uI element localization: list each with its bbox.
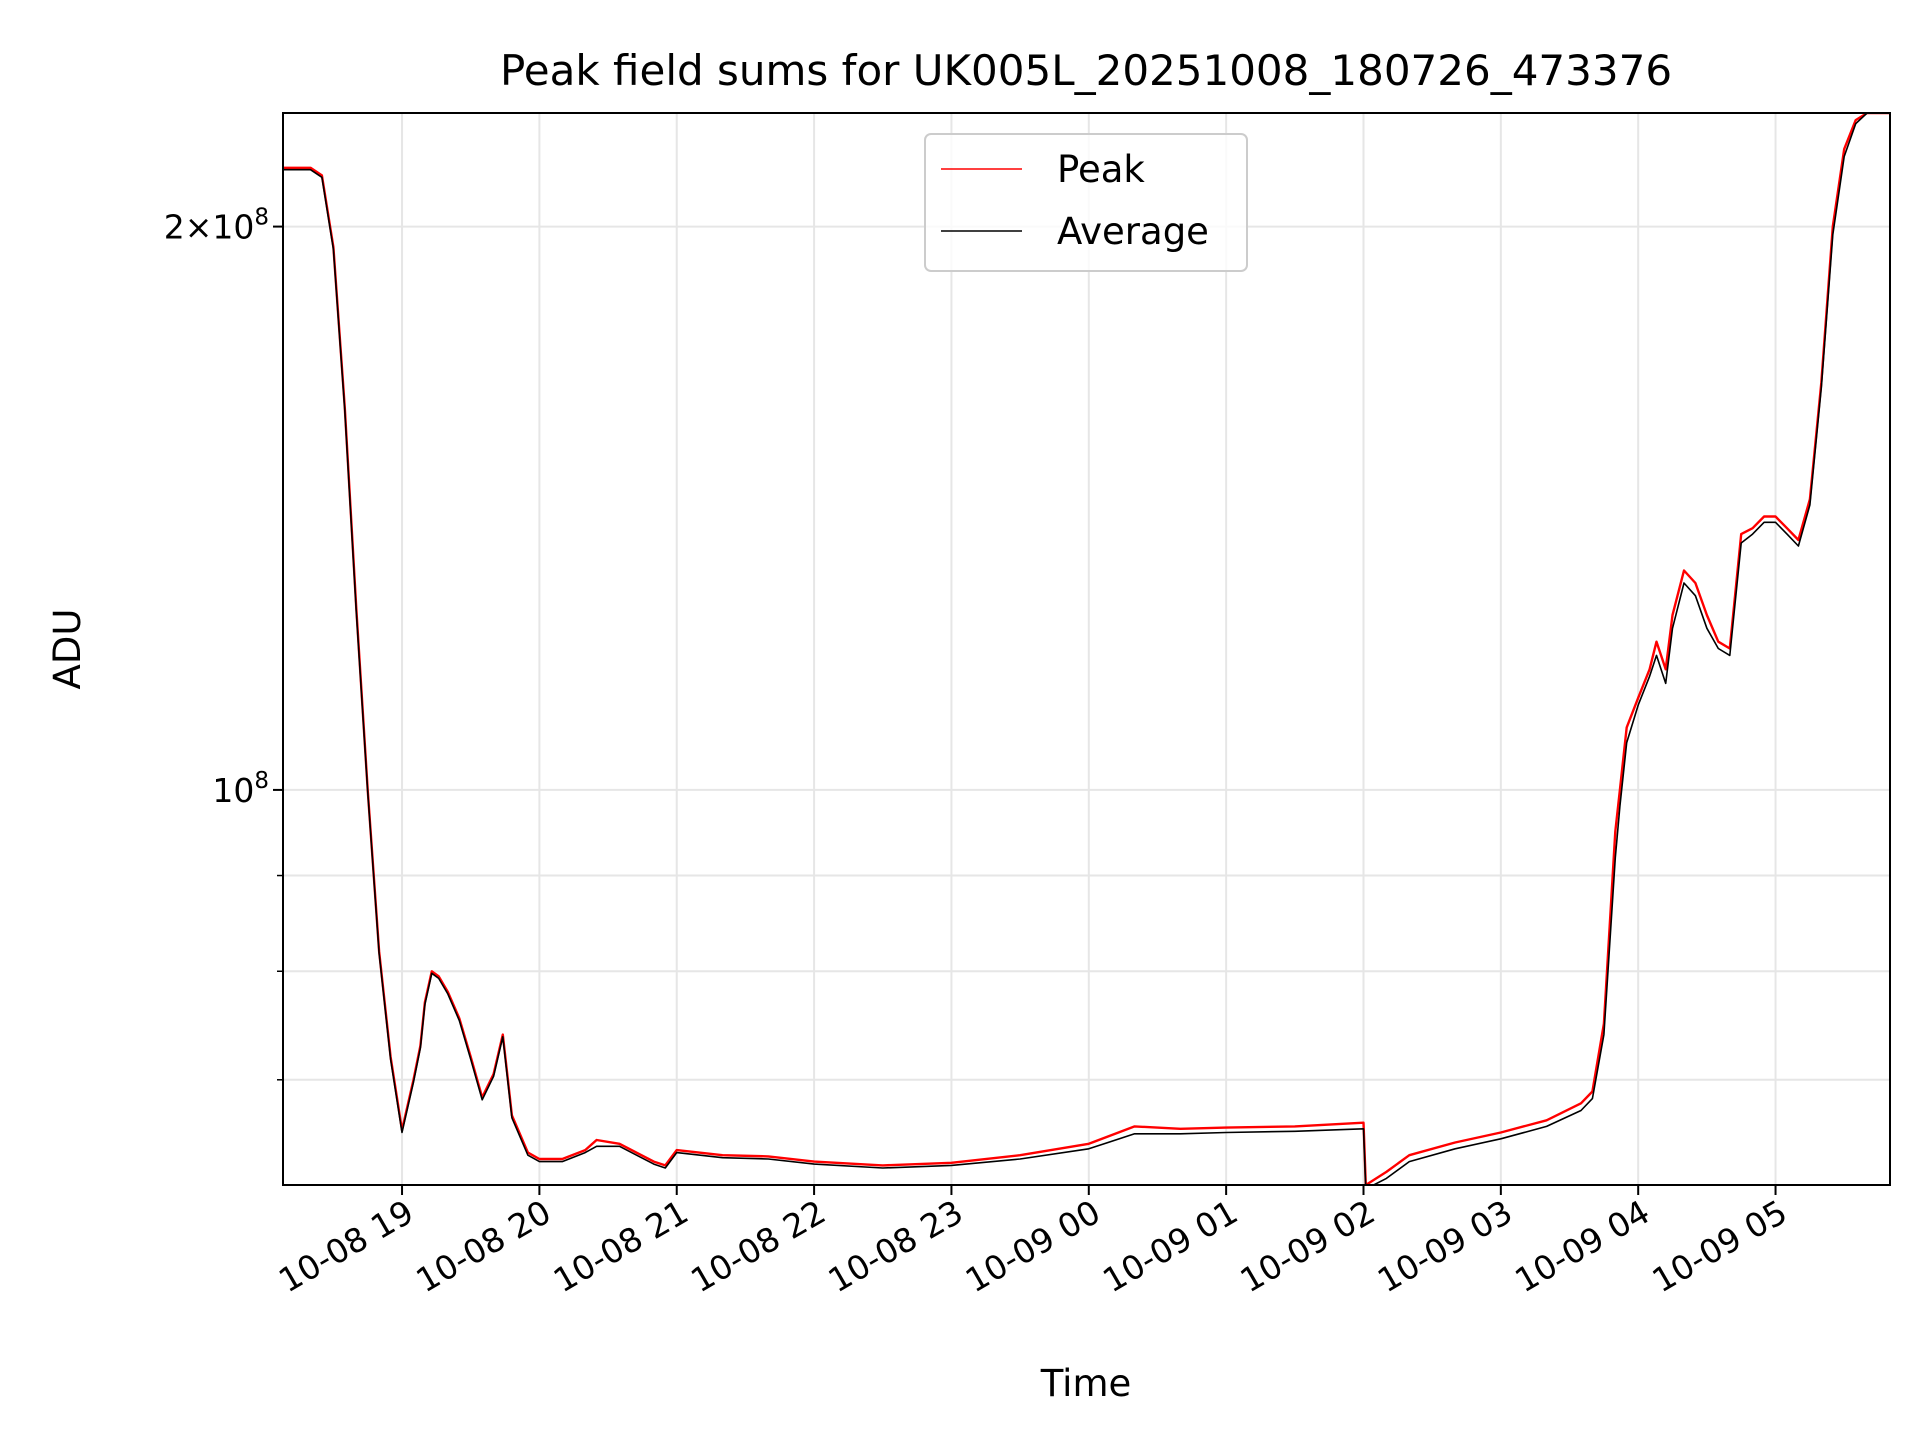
y-tick-label-base: 10 xyxy=(212,771,254,810)
x-axis-label: Time xyxy=(1040,1362,1132,1405)
series-line-peak xyxy=(283,113,1890,1185)
plot-frame xyxy=(282,112,1891,1186)
y-tick-label: 108 xyxy=(212,768,269,810)
series-line-average xyxy=(283,113,1890,1185)
legend-label-average: Average xyxy=(1057,210,1209,253)
series-layer xyxy=(283,113,1890,1185)
legend-label-peak: Peak xyxy=(1057,148,1145,191)
grid-lines xyxy=(283,113,1890,1185)
y-tick-label-exponent: 8 xyxy=(254,205,269,231)
y-tick-label-exponent: 8 xyxy=(254,768,269,794)
y-axis-label: ADU xyxy=(46,609,89,690)
y-tick-label: 2×108 xyxy=(164,205,269,247)
y-tick-label-base: 2×10 xyxy=(164,208,255,247)
legend: Peak Average xyxy=(924,133,1248,272)
chart-title: Peak field sums for UK005L_20251008_1807… xyxy=(500,46,1672,95)
